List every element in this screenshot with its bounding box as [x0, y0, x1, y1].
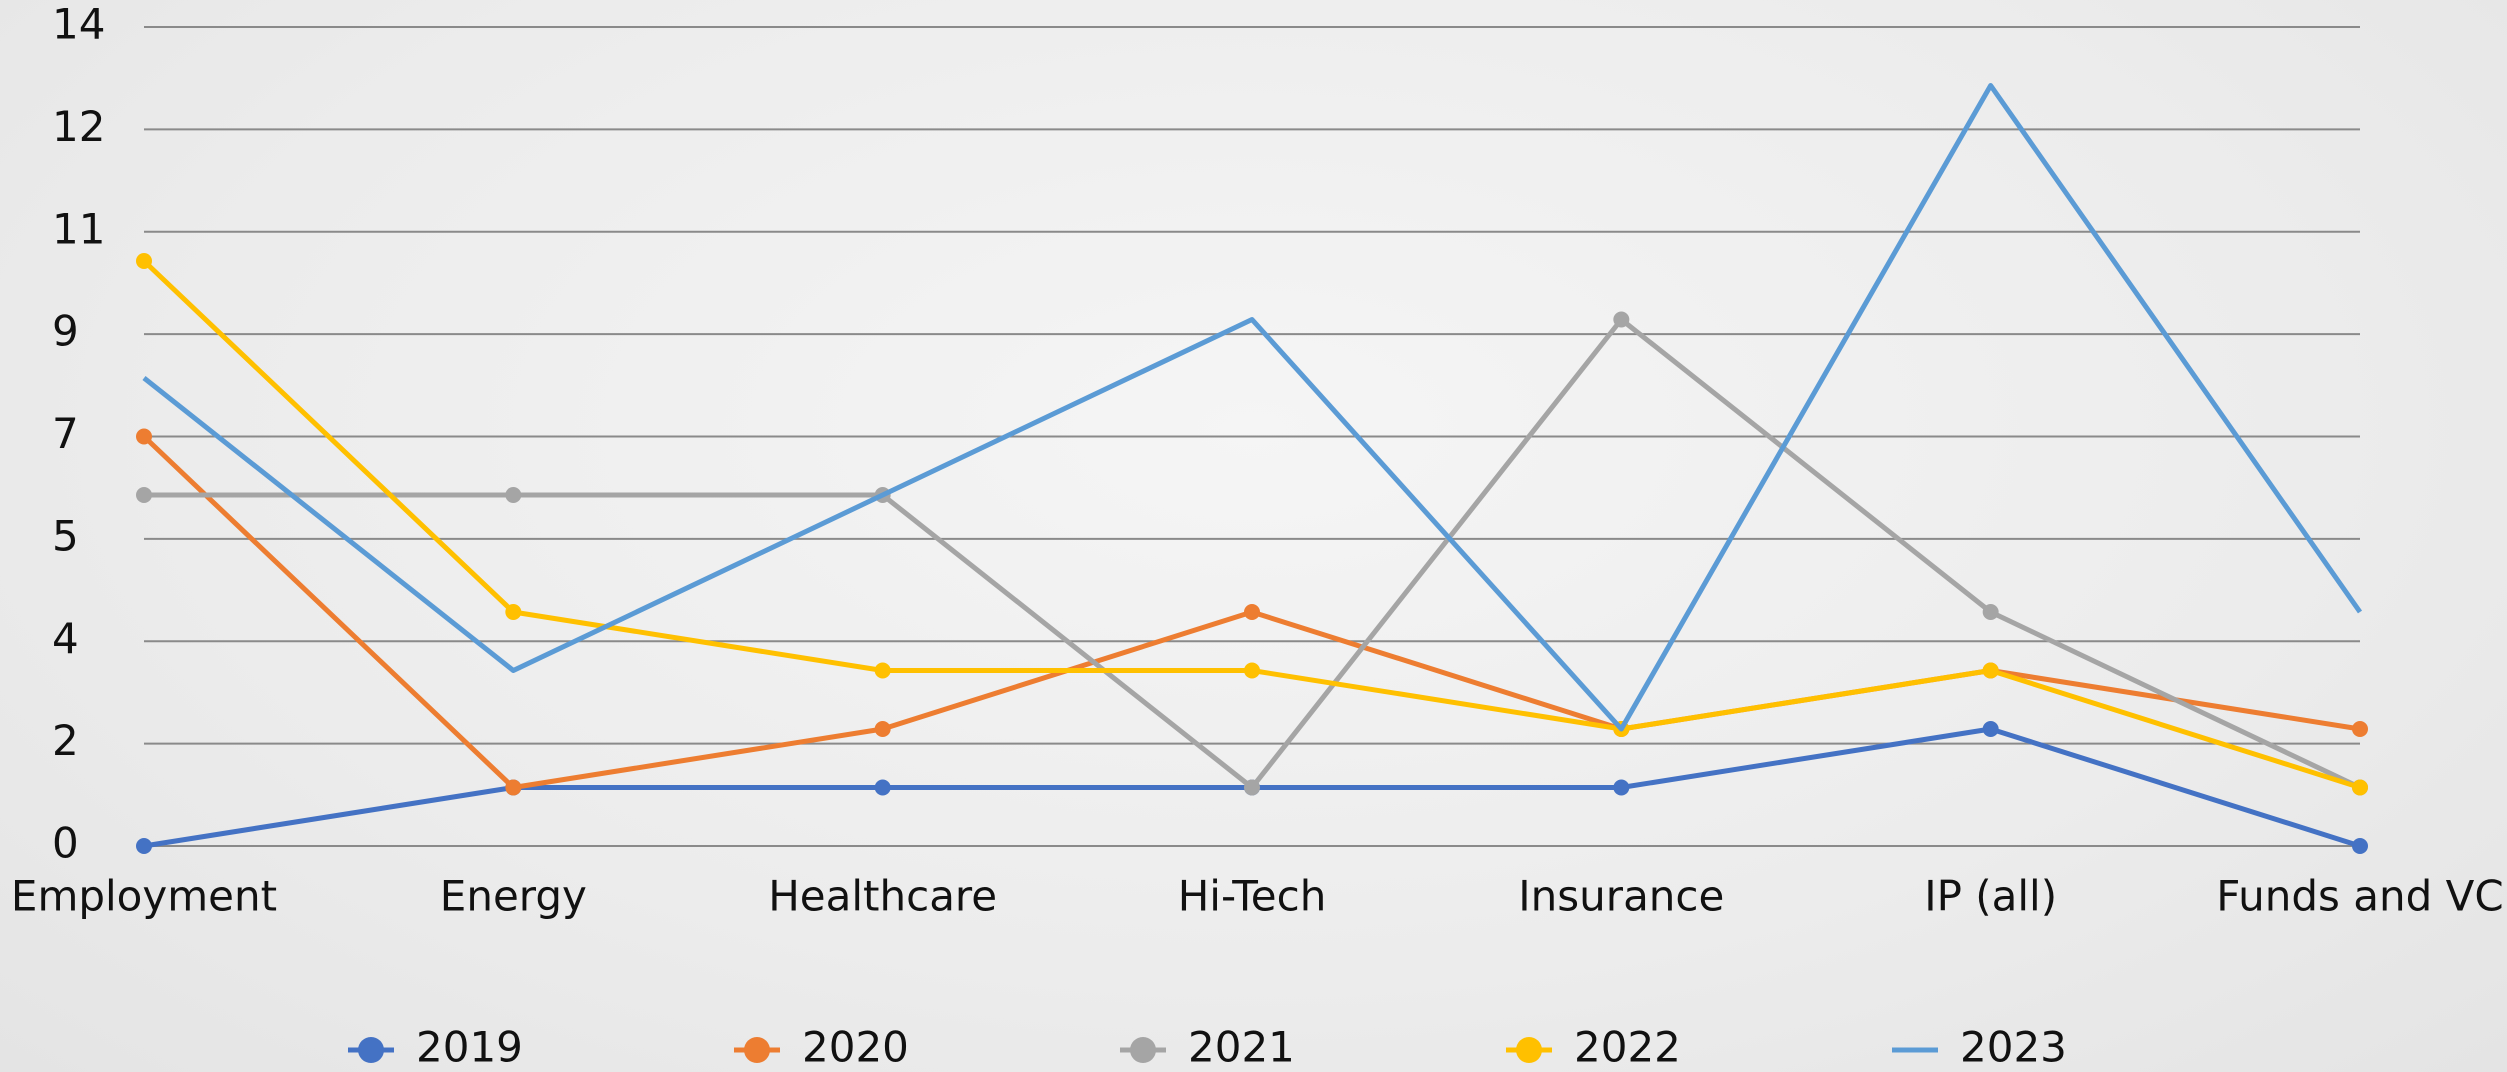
series-line: [144, 317, 2362, 790]
point-marker: [1244, 779, 1260, 796]
y-tick-label: 4: [52, 614, 79, 663]
x-tick-label: Funds and VC: [2216, 872, 2503, 921]
point-marker: [136, 487, 152, 503]
point-marker: [2352, 838, 2368, 854]
point-marker: [2352, 779, 2368, 796]
series-line: [142, 259, 2361, 790]
y-tick-label: 11: [52, 204, 105, 253]
legend-marker: [1130, 1037, 1156, 1063]
legend-label: 2022: [1574, 1023, 1681, 1072]
point-marker: [505, 487, 522, 503]
legend-label: 2021: [1188, 1023, 1295, 1072]
point-marker: [1244, 604, 1260, 620]
legend-marker: [358, 1037, 384, 1063]
x-tick-label: IP (all): [1924, 872, 2057, 921]
y-tick-label: 14: [52, 0, 105, 49]
legend-label: 2023: [1960, 1023, 2067, 1072]
legend-label: 2019: [416, 1023, 523, 1072]
point-marker: [136, 253, 152, 269]
point-marker: [1982, 662, 1999, 679]
y-tick-label: 2: [52, 716, 79, 765]
x-tick-label: Healthcare: [768, 872, 997, 921]
point-marker: [874, 721, 891, 737]
point-marker: [2352, 721, 2368, 737]
x-tick-label: Employment: [11, 872, 277, 921]
y-tick-label: 9: [52, 307, 79, 356]
point-marker: [874, 662, 891, 679]
point-marker: [1244, 662, 1260, 679]
legend-label: 2020: [802, 1023, 909, 1072]
point-marker: [1982, 721, 1999, 737]
point-marker: [1613, 779, 1630, 796]
y-tick-label: 12: [52, 102, 105, 151]
x-tick-label: Insurance: [1518, 872, 1724, 921]
point-marker: [1982, 604, 1999, 620]
y-tick-label: 7: [52, 409, 79, 458]
y-tick-label: 5: [52, 511, 79, 560]
x-tick-label: Hi-Tech: [1178, 872, 1327, 921]
point-marker: [1613, 311, 1630, 328]
legend-marker: [744, 1037, 770, 1063]
point-marker: [136, 838, 152, 854]
point-marker: [136, 428, 152, 445]
point-marker: [505, 779, 522, 796]
point-marker: [874, 779, 891, 796]
y-tick-label: 0: [52, 819, 79, 868]
x-tick-label: Energy: [440, 872, 587, 921]
point-marker: [505, 604, 522, 620]
series-line: [142, 83, 2363, 732]
legend-marker: [1516, 1037, 1542, 1063]
